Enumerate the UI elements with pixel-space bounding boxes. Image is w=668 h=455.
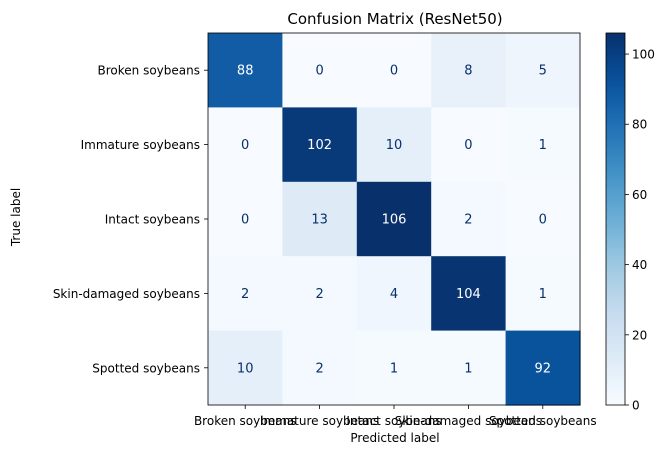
heatmap-cell bbox=[505, 181, 581, 257]
heatmap-cell bbox=[282, 181, 358, 257]
cell-value-label: 2 bbox=[464, 213, 472, 228]
heatmap-cell bbox=[282, 33, 358, 108]
cell-value-label: 1 bbox=[390, 361, 398, 376]
colorbar-tick-label: 60 bbox=[632, 188, 647, 202]
heatmap-cell bbox=[282, 107, 358, 183]
y-tick-label: Intact soybeans bbox=[105, 213, 200, 227]
x-axis-label: Predicted label bbox=[350, 431, 439, 445]
cell-value-label: 5 bbox=[539, 64, 547, 79]
cell-value-label: 0 bbox=[464, 138, 472, 153]
x-tick-label: Immature soybeans bbox=[260, 414, 379, 428]
x-tick-label: Broken soybeans bbox=[194, 414, 296, 428]
cell-value-label: 2 bbox=[241, 287, 249, 302]
cell-value-label: 106 bbox=[382, 213, 407, 228]
chart-title: Confusion Matrix (ResNet50) bbox=[287, 10, 502, 28]
cell-value-label: 10 bbox=[237, 361, 254, 376]
heatmap-cell bbox=[208, 33, 283, 108]
colorbar-tick-label: 80 bbox=[632, 118, 647, 132]
cell-value-label: 1 bbox=[464, 361, 472, 376]
heatmap-cell bbox=[505, 256, 581, 332]
y-axis-label: True label bbox=[9, 188, 23, 247]
colorbar-tick-label: 20 bbox=[632, 328, 647, 342]
heatmap-cell bbox=[208, 330, 283, 406]
y-tick-label: Broken soybeans bbox=[98, 64, 200, 78]
cell-value-label: 0 bbox=[241, 138, 249, 153]
colorbar-tick-label: 40 bbox=[632, 258, 647, 272]
y-tick-label: Spotted soybeans bbox=[92, 361, 200, 375]
heatmap-cell bbox=[505, 107, 581, 183]
cell-value-label: 2 bbox=[315, 287, 323, 302]
heatmap-cell bbox=[356, 256, 432, 332]
colorbar-tick-label: 0 bbox=[632, 399, 640, 413]
heatmap-cell bbox=[356, 330, 432, 406]
cell-value-label: 102 bbox=[307, 138, 332, 153]
cell-value-label: 0 bbox=[241, 213, 249, 228]
heatmap-cell bbox=[505, 330, 581, 406]
heatmap-cell bbox=[282, 330, 358, 406]
heatmap-cell bbox=[431, 107, 507, 183]
cell-value-label: 1 bbox=[539, 287, 547, 302]
heatmap-cell bbox=[282, 256, 358, 332]
cell-value-label: 13 bbox=[311, 213, 328, 228]
cell-value-label: 0 bbox=[315, 64, 323, 79]
heatmap-cell bbox=[431, 33, 507, 108]
heatmap-cell bbox=[356, 33, 432, 108]
cell-value-label: 0 bbox=[539, 213, 547, 228]
colorbar: 0 20 40 60 80 100 bbox=[605, 32, 655, 413]
heatmap-cell bbox=[356, 181, 432, 257]
y-tick-label: Skin-damaged soybeans bbox=[53, 287, 200, 301]
heatmap-cells: 88 0 0 8 50 102 10 0 10 13 106 2 02 2 4 104 110 2 1 1 92 bbox=[207, 32, 581, 406]
cell-value-label: 0 bbox=[390, 64, 398, 79]
heatmap-cell bbox=[431, 256, 507, 332]
heatmap-cell bbox=[431, 181, 507, 257]
cell-value-label: 88 bbox=[237, 64, 254, 79]
heatmap-cell bbox=[208, 256, 283, 332]
heatmap-cell bbox=[208, 107, 283, 183]
x-tick-label: Intact soybeans bbox=[346, 414, 441, 428]
cell-value-label: 4 bbox=[390, 287, 398, 302]
cell-value-label: 104 bbox=[456, 287, 481, 302]
cell-value-label: 1 bbox=[539, 138, 547, 153]
heatmap-cell bbox=[356, 107, 432, 183]
y-tick-label: Immature soybeans bbox=[81, 138, 200, 152]
colorbar-tick-label: 100 bbox=[632, 48, 655, 62]
colorbar-gradient bbox=[605, 32, 626, 406]
cell-value-label: 10 bbox=[386, 138, 403, 153]
x-tick-label: Skin-damaged soybeans bbox=[395, 414, 542, 428]
y-tick-labels: Broken soybeans Immature soybeans Intact s… bbox=[53, 64, 208, 375]
x-tick-label: Spotted soybeans bbox=[489, 414, 597, 428]
heatmap-cell bbox=[208, 181, 283, 257]
heatmap-cell bbox=[505, 33, 581, 108]
cell-value-label: 8 bbox=[464, 64, 472, 79]
cell-value-label: 2 bbox=[315, 361, 323, 376]
heatmap-cell bbox=[431, 330, 507, 406]
cell-value-label: 92 bbox=[535, 361, 552, 376]
